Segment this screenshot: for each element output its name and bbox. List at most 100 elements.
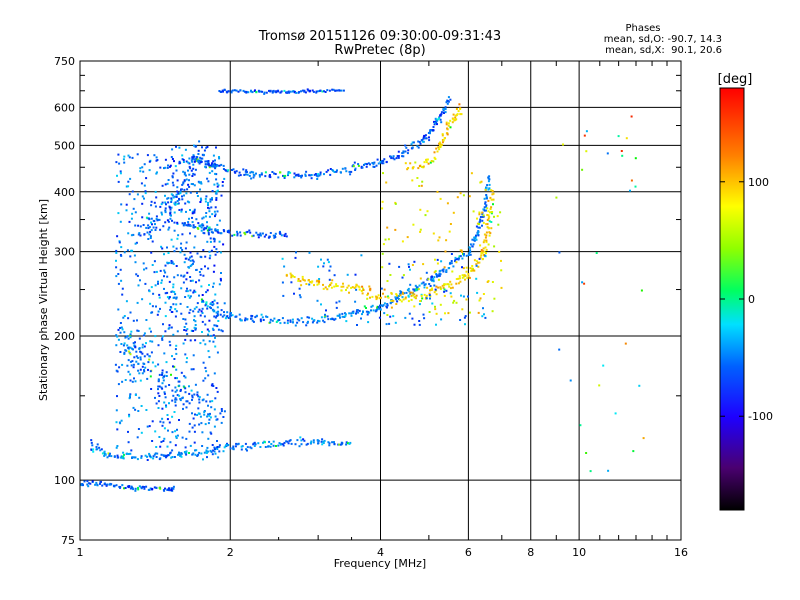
data-point xyxy=(449,98,452,101)
data-point xyxy=(166,197,169,200)
data-point xyxy=(184,202,187,205)
data-point xyxy=(180,242,183,245)
data-point xyxy=(417,167,420,170)
data-point xyxy=(212,328,215,331)
data-point xyxy=(402,292,405,295)
data-point xyxy=(222,416,225,418)
data-point xyxy=(283,441,286,444)
data-point xyxy=(167,179,170,181)
data-point xyxy=(464,323,466,326)
data-point xyxy=(271,171,274,173)
data-point xyxy=(139,234,142,237)
data-point xyxy=(207,450,210,453)
data-point xyxy=(141,365,144,368)
data-point xyxy=(172,184,175,187)
data-point xyxy=(160,245,163,248)
data-point xyxy=(134,224,137,227)
data-point xyxy=(224,317,227,320)
data-point xyxy=(469,253,472,256)
data-point xyxy=(487,217,490,220)
data-point xyxy=(477,265,480,268)
data-point xyxy=(434,308,437,311)
data-point xyxy=(345,443,348,446)
data-point xyxy=(120,279,123,282)
data-point xyxy=(138,372,141,375)
data-point xyxy=(217,456,220,459)
data-point xyxy=(340,89,343,92)
data-point xyxy=(155,487,158,489)
data-point xyxy=(445,270,448,273)
data-point xyxy=(478,226,481,229)
data-point xyxy=(198,225,201,227)
data-point xyxy=(371,162,374,164)
data-point xyxy=(189,308,192,311)
data-point xyxy=(128,156,131,159)
data-point xyxy=(219,277,222,280)
data-point xyxy=(415,286,418,289)
data-point xyxy=(195,281,197,284)
data-point xyxy=(418,141,421,143)
data-point xyxy=(148,218,151,221)
data-point xyxy=(409,292,412,295)
data-point xyxy=(194,168,197,171)
data-point xyxy=(583,282,586,285)
data-point xyxy=(204,304,207,307)
data-point xyxy=(449,119,452,122)
data-point xyxy=(449,287,452,290)
data-point xyxy=(485,231,488,234)
data-point xyxy=(246,173,249,176)
data-point xyxy=(413,260,416,263)
data-point xyxy=(436,190,439,193)
data-point xyxy=(464,274,467,277)
data-point xyxy=(376,158,379,161)
data-point xyxy=(333,441,335,444)
data-point xyxy=(250,89,252,92)
data-point xyxy=(164,207,167,210)
data-point xyxy=(324,313,326,316)
data-point xyxy=(184,353,187,356)
data-point xyxy=(164,396,167,399)
data-point xyxy=(384,238,387,241)
data-point xyxy=(194,324,197,326)
data-point xyxy=(211,400,214,403)
data-point xyxy=(191,259,194,262)
data-point xyxy=(317,280,320,283)
data-point xyxy=(319,171,322,174)
data-point xyxy=(362,289,365,291)
data-point xyxy=(193,307,196,310)
data-point xyxy=(417,140,420,143)
data-point xyxy=(192,183,194,186)
data-point xyxy=(463,316,466,319)
data-point xyxy=(478,223,480,226)
data-point xyxy=(638,384,641,387)
data-point xyxy=(127,317,130,320)
data-point xyxy=(303,89,306,92)
data-point xyxy=(201,146,203,149)
data-point xyxy=(189,251,192,254)
data-point xyxy=(323,439,326,442)
data-point xyxy=(423,283,426,286)
data-point xyxy=(100,448,103,451)
data-point xyxy=(202,361,205,364)
data-point xyxy=(215,311,218,314)
data-point xyxy=(208,356,211,359)
data-point xyxy=(140,351,143,354)
data-point xyxy=(128,193,131,196)
data-point xyxy=(268,440,271,443)
data-point xyxy=(220,408,223,410)
data-point xyxy=(96,443,99,446)
data-point xyxy=(119,322,122,324)
data-point xyxy=(171,431,174,434)
data-point xyxy=(150,229,153,232)
data-point xyxy=(121,484,124,487)
data-point xyxy=(281,257,284,260)
data-point xyxy=(207,231,210,234)
data-point xyxy=(122,158,125,161)
data-point xyxy=(189,232,191,235)
data-point xyxy=(417,288,420,291)
data-point xyxy=(212,285,214,288)
data-point xyxy=(135,241,138,244)
data-point xyxy=(295,173,298,176)
data-point xyxy=(487,227,490,230)
data-point xyxy=(240,445,243,448)
